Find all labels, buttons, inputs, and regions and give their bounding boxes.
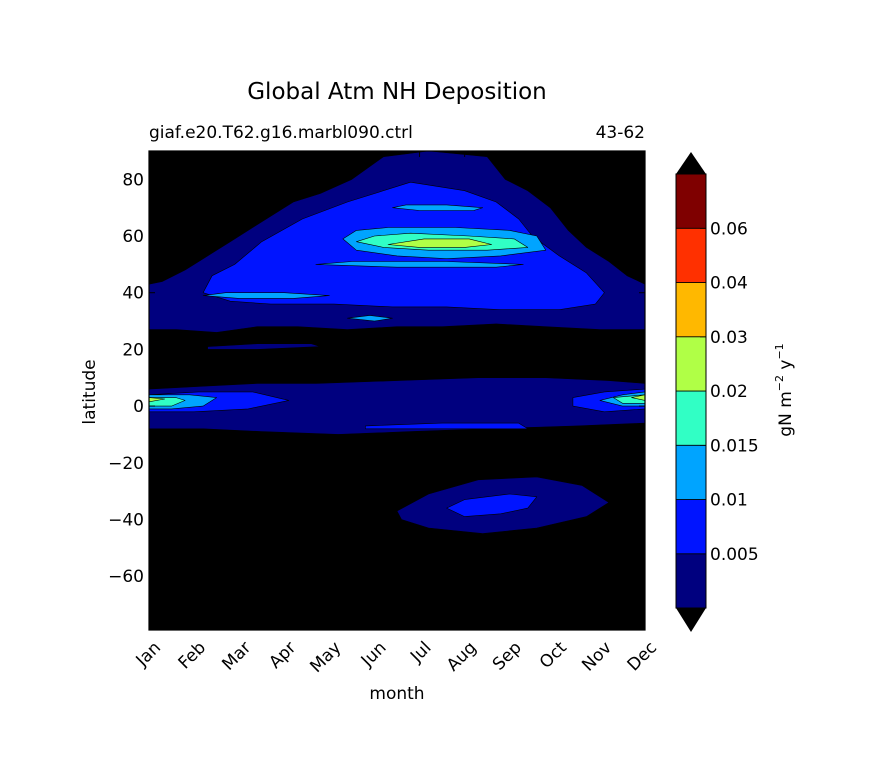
colorbar-tick-label: 0.04 (710, 274, 748, 294)
y-tick-label: 40 (122, 284, 144, 304)
colorbar-label-mid: y (776, 360, 796, 375)
colorbar-segment (675, 336, 707, 392)
contour-region-1 (149, 377, 645, 435)
y-tick-label: −40 (108, 510, 144, 530)
x-axis-label: month (369, 684, 424, 704)
x-tick-label: Jul (406, 638, 435, 667)
contour-region-10 (315, 261, 524, 268)
chart-subtitle-years: 43-62 (596, 123, 645, 143)
x-tick-label: Sep (489, 638, 526, 675)
colorbar-frame (675, 173, 707, 609)
colorbar-segment (675, 282, 707, 338)
contour-region-12 (202, 292, 330, 299)
contour-region-8 (446, 493, 538, 517)
x-tick-label: May (306, 638, 345, 677)
colorbar-tick-label: 0.01 (710, 491, 748, 511)
x-tick-label: Apr (265, 638, 300, 673)
x-tick-label: Dec (624, 638, 661, 675)
x-tick-label: Jun (357, 638, 391, 672)
y-tick-label: 80 (122, 170, 144, 190)
colorbar-extend-under (676, 608, 706, 632)
y-tick-label: 20 (122, 340, 144, 360)
colorbar-label-exp2: −1 (773, 343, 786, 359)
colorbar-segment (675, 227, 707, 283)
colorbar-extend-over (676, 152, 706, 174)
x-tick-label: Mar (218, 638, 255, 675)
contour-region-3 (207, 343, 321, 350)
contour-region-21 (631, 394, 645, 401)
y-axis-label: latitude (80, 359, 100, 424)
contour-region-13 (347, 315, 393, 322)
contour-region-20 (149, 397, 166, 403)
colorbar-tick-label: 0.015 (710, 436, 759, 456)
colorbar-tick-label: 0.005 (710, 545, 759, 565)
y-tick-label: −20 (108, 454, 144, 474)
chart-title: Global Atm NH Deposition (247, 79, 547, 105)
colorbar-segment (675, 553, 707, 609)
colorbar-segment (675, 444, 707, 500)
plot-area: Jan Feb Mar Apr May Jun Jul Aug Sep Oct Nov Dec 80 60… (108, 150, 661, 677)
x-tick-label: Nov (578, 638, 616, 676)
x-tick-label: Feb (175, 638, 210, 673)
x-tick-label: Jan (132, 638, 165, 671)
colorbar-tick-label: 0.06 (710, 219, 748, 239)
colorbar-segment (675, 499, 707, 555)
chart-subtitle-case: giaf.e20.T62.g16.marbl090.ctrl (149, 123, 413, 143)
colorbar-label: gN m−2 y−1 (773, 343, 796, 436)
colorbar-label-base: gN m (776, 391, 796, 436)
contour-regions (149, 151, 645, 534)
plot-frame (148, 150, 646, 631)
x-tick-label: Oct (536, 638, 571, 673)
contour-region-19 (387, 238, 493, 248)
colorbar-segment (675, 390, 707, 446)
y-tick-label: −60 (108, 567, 144, 587)
colorbar: 0.005 0.01 0.015 0.02 0.03 0.04 0.06 (675, 152, 759, 632)
colorbar-tick-label: 0.03 (710, 328, 748, 348)
y-tick-label: 0 (133, 397, 144, 417)
y-tick-label: 60 (122, 227, 144, 247)
colorbar-segment (675, 173, 707, 229)
contour-region-11 (392, 204, 484, 211)
colorbar-tick-label: 0.02 (710, 382, 748, 402)
contour-region-7 (365, 422, 529, 430)
x-tick-label: Aug (443, 638, 481, 676)
colorbar-label-exp1: −2 (773, 375, 786, 391)
